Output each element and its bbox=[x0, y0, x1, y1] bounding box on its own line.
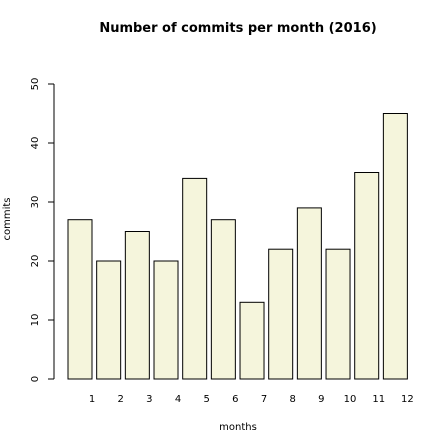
y-tick-label: 40 bbox=[30, 137, 41, 150]
x-tick-label: 8 bbox=[290, 394, 296, 405]
y-tick-label: 0 bbox=[30, 376, 41, 382]
bar-month-8 bbox=[268, 248, 294, 380]
x-tick-label: 11 bbox=[372, 394, 385, 405]
x-axis-label: months bbox=[219, 422, 257, 433]
bar-month-3 bbox=[124, 231, 150, 380]
y-tick-label: 50 bbox=[30, 78, 41, 91]
x-tick-label: 1 bbox=[89, 394, 95, 405]
x-tick-labels: 1 2 3 4 5 6 7 8 9 10 11 12 bbox=[89, 394, 414, 405]
x-tick-label: 12 bbox=[401, 394, 414, 405]
x-tick-label: 5 bbox=[203, 394, 209, 405]
bar-month-9 bbox=[296, 207, 322, 380]
x-tick-label: 6 bbox=[232, 394, 238, 405]
y-tick-label: 20 bbox=[30, 255, 41, 268]
bar-month-12 bbox=[382, 113, 408, 380]
bar-month-1 bbox=[67, 219, 93, 380]
y-axis-label: commits bbox=[2, 197, 13, 240]
x-tick-label: 2 bbox=[117, 394, 123, 405]
bar-month-11 bbox=[354, 172, 380, 380]
y-tick-label: 10 bbox=[30, 314, 41, 327]
x-tick-label: 3 bbox=[146, 394, 152, 405]
bar-month-2 bbox=[96, 260, 122, 380]
x-tick-label: 4 bbox=[175, 394, 181, 405]
x-tick-label: 7 bbox=[261, 394, 267, 405]
bars-group bbox=[67, 113, 408, 380]
y-tick-label: 30 bbox=[30, 196, 41, 209]
bar-month-4 bbox=[153, 260, 179, 380]
chart-title: Number of commits per month (2016) bbox=[99, 21, 376, 36]
bar-month-6 bbox=[210, 219, 236, 380]
x-tick-label: 9 bbox=[318, 394, 324, 405]
bar-month-7 bbox=[239, 301, 265, 380]
y-axis: 0 10 20 30 40 50 bbox=[30, 78, 55, 382]
bar-month-10 bbox=[325, 248, 351, 380]
x-tick-label: 10 bbox=[344, 394, 357, 405]
bar-month-5 bbox=[182, 177, 208, 380]
